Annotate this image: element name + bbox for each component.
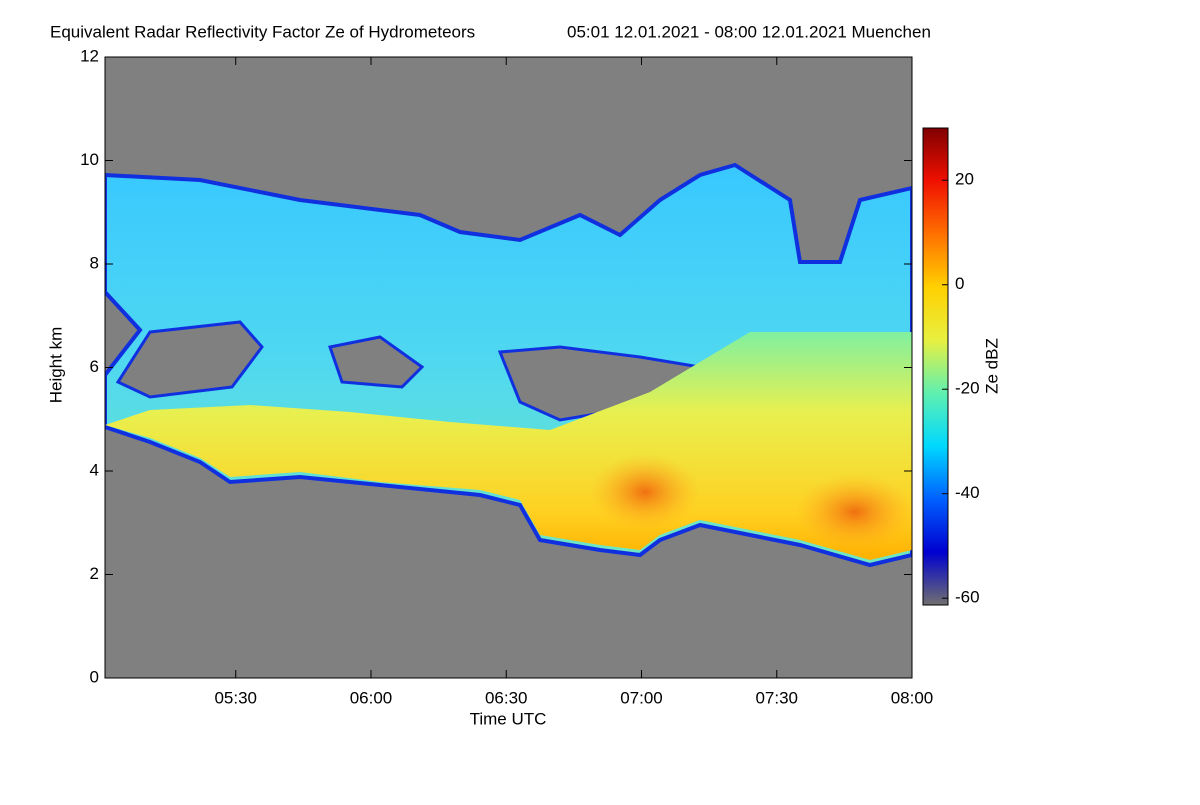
y-tick-label: 2 <box>90 564 99 583</box>
colorbar-tick-label: -40 <box>955 483 980 502</box>
y-tick-label: 12 <box>80 46 99 65</box>
y-tick-label: 6 <box>90 357 99 376</box>
colorbar-tick-label: -60 <box>955 588 980 607</box>
precipitation-layer <box>105 332 912 560</box>
x-tick-label: 06:00 <box>350 688 393 707</box>
x-tick-label: 07:00 <box>620 688 663 707</box>
y-tick-label: 4 <box>90 460 99 479</box>
x-tick-label: 07:30 <box>755 688 798 707</box>
reflectivity-core <box>795 474 912 550</box>
colorbar-label: Ze dBZ <box>982 338 1001 394</box>
colorbar-tick-label: -20 <box>955 379 980 398</box>
colorbar-tick-label: 0 <box>955 274 964 293</box>
x-tick-label: 06:30 <box>485 688 528 707</box>
radar-field <box>105 162 912 568</box>
chart-title: Equivalent Radar Reflectivity Factor Ze … <box>50 22 475 41</box>
x-tick-label: 05:30 <box>214 688 257 707</box>
x-axis-label: Time UTC <box>470 709 547 728</box>
y-tick-label: 0 <box>90 667 99 686</box>
y-tick-label: 10 <box>80 150 99 169</box>
y-axis-label: Height km <box>46 327 65 404</box>
chart-subtitle: 05:01 12.01.2021 - 08:00 12.01.2021 Muen… <box>567 22 931 41</box>
x-tick-label: 08:00 <box>891 688 934 707</box>
reflectivity-core <box>590 454 700 530</box>
colorbar <box>922 127 949 606</box>
y-tick-label: 8 <box>90 253 99 272</box>
colorbar-tick-label: 20 <box>955 170 974 189</box>
